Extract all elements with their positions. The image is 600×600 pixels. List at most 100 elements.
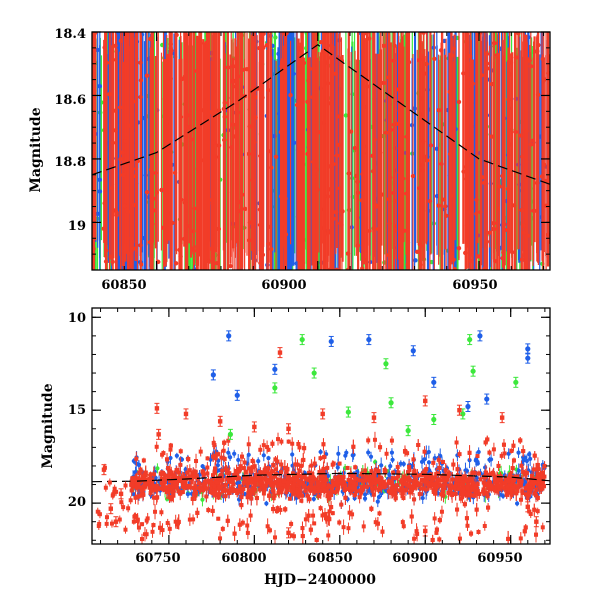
- bottom-point-blue: [318, 449, 323, 455]
- bottom-point-red: [198, 449, 203, 454]
- bottom-point-blue: [185, 491, 191, 497]
- bottom-point-red: [394, 476, 399, 481]
- top-point-red: [161, 225, 166, 230]
- bottom-point-red: [140, 522, 145, 527]
- top-xtick-label-0: 60850: [101, 278, 146, 293]
- top-point-red: [484, 51, 490, 57]
- bottom-point-blue: [311, 496, 316, 502]
- top-point-red: [257, 207, 263, 212]
- top-point-red: [322, 32, 328, 35]
- bottom-point-red: [138, 478, 143, 483]
- bottom-point-red: [237, 467, 242, 472]
- top-point-red: [178, 114, 184, 120]
- bottom-point-blue: [133, 470, 138, 475]
- top-point-red: [206, 125, 211, 130]
- bottom-point-blue: [228, 455, 233, 460]
- top-panel: 60850 60900 60950 18.4 18.6 18.8 19 Magn…: [28, 27, 551, 293]
- top-point-blue: [97, 84, 102, 89]
- bottom-point-red: [443, 481, 448, 486]
- bottom-point-blue: [168, 455, 173, 461]
- top-point-red: [534, 49, 540, 54]
- top-point-red: [418, 95, 424, 101]
- bottom-point-red: [395, 464, 400, 469]
- bottom-point-red: [253, 482, 258, 487]
- top-point-red: [396, 87, 401, 92]
- bottom-point-red: [432, 516, 437, 521]
- bottom-point-blue: [174, 453, 179, 458]
- bottom-point-red: [531, 467, 536, 472]
- top-point-red: [506, 97, 511, 102]
- top-point-red: [524, 128, 529, 134]
- bottom-point-blue: [401, 461, 406, 467]
- top-point-red: [512, 203, 517, 208]
- top-point-red: [108, 254, 113, 260]
- bottom-point-red: [219, 455, 224, 460]
- top-point-red: [150, 196, 156, 201]
- bottom-point-blue: [242, 491, 248, 497]
- top-point-red: [204, 40, 209, 46]
- top-point-red: [260, 252, 266, 257]
- top-point-red: [118, 156, 123, 162]
- bottom-point-red: [201, 473, 206, 478]
- top-point-red: [305, 151, 310, 157]
- top-point-red: [273, 154, 279, 159]
- bottom-point-red: [178, 462, 183, 467]
- bottom-point-red: [361, 524, 366, 529]
- bottom-point-red: [176, 478, 181, 483]
- bottom-point-red: [257, 487, 262, 492]
- bottom-point-blue: [476, 449, 481, 455]
- bottom-point-blue: [266, 455, 271, 461]
- bottom-point-red: [308, 479, 313, 484]
- top-point-red: [122, 203, 128, 209]
- bottom-point-blue: [464, 468, 470, 473]
- top-point-red: [230, 122, 236, 127]
- bottom-point-blue: [515, 501, 520, 506]
- top-point-red: [415, 249, 420, 255]
- top-point-red: [470, 81, 475, 86]
- top-point-red: [345, 251, 351, 256]
- bottom-point-red: [450, 477, 455, 482]
- top-point-red: [247, 124, 253, 129]
- top-point-red: [111, 108, 116, 113]
- bottom-point-red: [216, 452, 221, 457]
- top-point-red: [493, 258, 499, 264]
- bottom-point-red: [423, 487, 428, 492]
- top-point-red: [497, 184, 502, 189]
- bottom-point-red: [150, 529, 155, 534]
- top-point-red: [346, 171, 352, 176]
- bottom-point-red: [277, 477, 282, 482]
- top-point-red: [502, 227, 508, 233]
- top-point-red: [264, 43, 270, 48]
- top-point-red: [416, 58, 422, 63]
- bottom-point-red: [330, 511, 335, 516]
- bottom-point-red: [362, 484, 367, 489]
- bottom-point-red: [322, 512, 327, 517]
- bottom-point-red: [482, 491, 487, 496]
- bottom-point-blue: [487, 457, 492, 462]
- top-point-red: [315, 187, 320, 192]
- top-point-red: [381, 43, 387, 48]
- bottom-point-red: [191, 517, 196, 522]
- bottom-point-red: [417, 492, 422, 497]
- top-point-red: [233, 84, 238, 89]
- bottom-point-red: [154, 444, 159, 449]
- top-point-red: [443, 204, 448, 209]
- top-point-red: [406, 60, 412, 65]
- bottom-panel: 60750 60800 60850 60900 60950 10 15 20 M…: [40, 307, 551, 588]
- bottom-point-blue: [232, 451, 237, 456]
- top-point-red: [384, 130, 389, 135]
- top-point-blue: [434, 146, 440, 152]
- bottom-point-red: [153, 509, 158, 514]
- top-point-red: [104, 60, 110, 65]
- bottom-point-red: [439, 509, 444, 514]
- bottom-point-blue: [236, 457, 241, 463]
- bottom-point-blue: [516, 450, 521, 455]
- bottom-point-blue: [344, 450, 349, 455]
- bottom-point-red: [499, 453, 504, 458]
- bottom-point-red: [284, 470, 289, 475]
- top-point-red: [489, 81, 495, 87]
- top-point-red: [519, 207, 524, 213]
- bottom-point-red: [275, 506, 280, 511]
- top-data-layer: [92, 32, 550, 270]
